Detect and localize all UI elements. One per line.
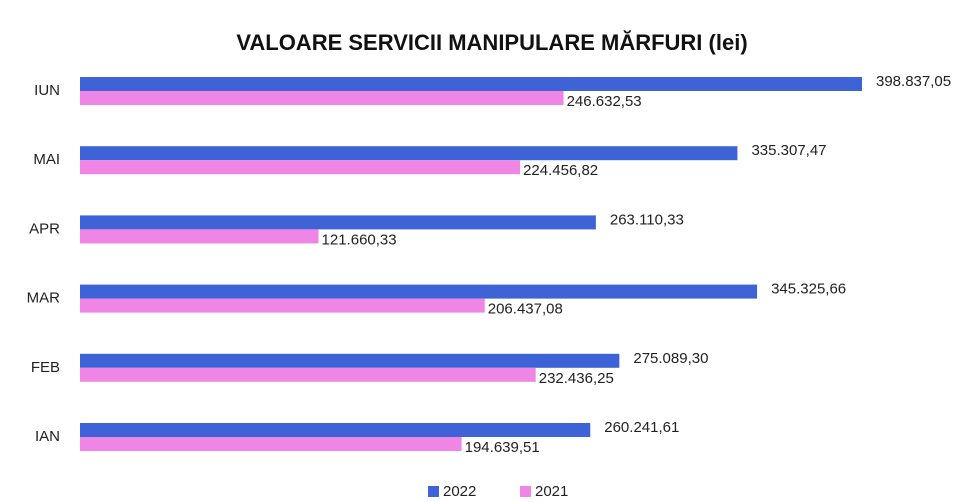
y-tick-label: IUN bbox=[34, 82, 60, 99]
bar bbox=[80, 284, 758, 299]
data-label: 345.325,66 bbox=[771, 281, 846, 298]
data-label: 232.436,25 bbox=[539, 370, 614, 387]
data-label: 335.307,47 bbox=[751, 142, 826, 159]
bar bbox=[80, 367, 536, 382]
y-tick-label: MAR bbox=[27, 290, 61, 307]
y-tick-label: APR bbox=[29, 220, 60, 237]
bar bbox=[80, 229, 319, 244]
legend-label: 2022 bbox=[443, 483, 476, 500]
legend-label: 2021 bbox=[535, 483, 568, 500]
data-label: 275.089,30 bbox=[633, 350, 708, 367]
bar bbox=[80, 160, 521, 175]
legend-swatch bbox=[520, 486, 531, 497]
bar bbox=[80, 146, 738, 161]
y-tick-label: IAN bbox=[35, 428, 60, 445]
bar bbox=[80, 91, 564, 105]
data-label: 206.437,08 bbox=[488, 301, 563, 318]
bar bbox=[80, 423, 591, 437]
data-label: 224.456,82 bbox=[523, 162, 598, 179]
chart-title: VALOARE SERVICII MANIPULARE MĂRFURI (lei… bbox=[236, 30, 747, 55]
data-label: 246.632,53 bbox=[567, 93, 642, 110]
bar bbox=[80, 77, 862, 91]
data-label: 260.241,61 bbox=[604, 419, 679, 436]
legend-swatch bbox=[428, 486, 439, 497]
bar bbox=[80, 437, 462, 451]
bar bbox=[80, 298, 485, 313]
data-label: 398.837,05 bbox=[876, 73, 951, 90]
data-label: 194.639,51 bbox=[465, 439, 540, 456]
y-tick-label: FEB bbox=[31, 359, 60, 376]
y-tick-label: MAI bbox=[33, 151, 60, 168]
data-label: 263.110,33 bbox=[610, 211, 684, 228]
data-label: 121.660,33 bbox=[322, 231, 397, 248]
bar bbox=[80, 215, 596, 230]
bar bbox=[80, 353, 620, 368]
